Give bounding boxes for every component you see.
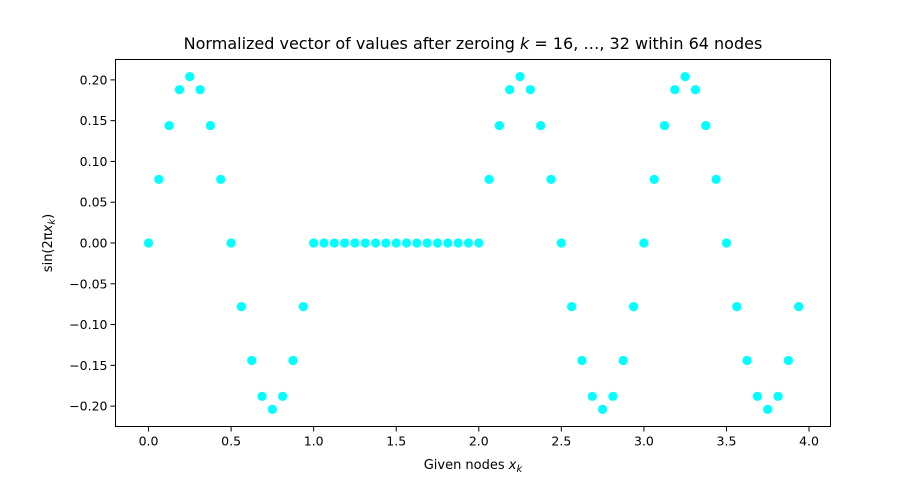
data-point [618, 355, 628, 366]
data-point [670, 85, 680, 95]
data-point [360, 238, 370, 248]
data-point [773, 391, 783, 401]
data-point [546, 174, 556, 184]
y-tick-label: −0.20 [69, 399, 107, 414]
data-point [226, 238, 236, 248]
y-tick-label: 0.00 [80, 236, 108, 251]
x-tick-label: 0.5 [221, 434, 241, 449]
data-point [587, 391, 597, 401]
data-point [298, 302, 308, 312]
x-tick-label: 3.0 [634, 434, 654, 449]
data-point [463, 238, 474, 248]
data-point [484, 174, 494, 184]
data-point [556, 238, 566, 248]
data-point [195, 85, 205, 95]
data-point [216, 174, 226, 184]
data-point [453, 238, 463, 248]
data-point [794, 302, 804, 312]
data-point [494, 120, 505, 131]
data-point [401, 238, 412, 248]
data-points [143, 72, 804, 414]
y-axis: −0.20 −0.15 −0.10 −0.05 0.00 0.05 0.10 0.15 0.20 [69, 72, 116, 414]
y-tick-label: 0.15 [80, 113, 108, 128]
data-point [567, 302, 577, 312]
data-point [381, 238, 391, 248]
data-point [680, 72, 690, 82]
x-tick-label: 1.0 [304, 434, 324, 449]
x-axis: 0.0 0.5 1.0 1.5 2.0 2.5 3.0 3.5 4.0 [139, 426, 819, 449]
data-point [267, 404, 277, 414]
data-point [763, 404, 773, 414]
data-point [164, 120, 174, 131]
data-point [659, 120, 670, 131]
data-point [422, 238, 432, 248]
data-point [505, 85, 515, 95]
y-axis-label: sin(2πxk) [41, 214, 58, 272]
data-point [309, 238, 319, 248]
data-point [443, 238, 453, 248]
data-point [474, 238, 484, 248]
data-point [711, 174, 721, 184]
data-point [639, 238, 649, 248]
y-tick-label: 0.20 [80, 72, 108, 87]
data-point [185, 72, 195, 82]
data-point [340, 238, 350, 248]
y-tick-label: −0.15 [69, 358, 107, 373]
data-point [628, 302, 639, 312]
x-tick-label: 2.5 [551, 434, 571, 449]
data-point [432, 238, 443, 248]
data-point [732, 302, 742, 312]
data-point [649, 174, 659, 184]
x-tick-label: 3.5 [717, 434, 737, 449]
data-point [205, 120, 216, 131]
data-point [412, 238, 422, 248]
data-point [288, 355, 298, 366]
data-point [329, 238, 339, 248]
data-point [370, 238, 381, 248]
y-tick-label: 0.05 [80, 195, 108, 210]
data-point [598, 404, 608, 414]
data-point [154, 174, 164, 184]
data-point [257, 391, 267, 401]
data-point [174, 85, 185, 95]
data-point [391, 238, 401, 248]
data-point [525, 85, 535, 95]
x-axis-label: Given nodes xk [424, 458, 524, 475]
data-point [783, 355, 793, 366]
y-tick-label: −0.10 [69, 317, 107, 332]
data-point [608, 391, 618, 401]
data-point [236, 302, 247, 312]
data-point [690, 85, 701, 95]
data-point [143, 238, 154, 248]
x-tick-label: 2.0 [469, 434, 489, 449]
x-tick-label: 1.5 [386, 434, 406, 449]
data-point [752, 391, 763, 401]
data-point [278, 391, 288, 401]
data-point [515, 72, 525, 82]
data-point [536, 120, 546, 131]
data-point [577, 355, 587, 366]
data-point [319, 238, 329, 248]
data-point [721, 238, 732, 248]
chart-title: Normalized vector of values after zeroin… [184, 34, 763, 53]
y-tick-label: 0.10 [80, 154, 108, 169]
data-point [247, 355, 257, 366]
data-point [350, 238, 360, 248]
x-tick-label: 0.0 [139, 434, 159, 449]
data-point [701, 120, 711, 131]
x-tick-label: 4.0 [799, 434, 819, 449]
y-tick-label: −0.05 [69, 276, 107, 291]
data-point [742, 355, 752, 366]
